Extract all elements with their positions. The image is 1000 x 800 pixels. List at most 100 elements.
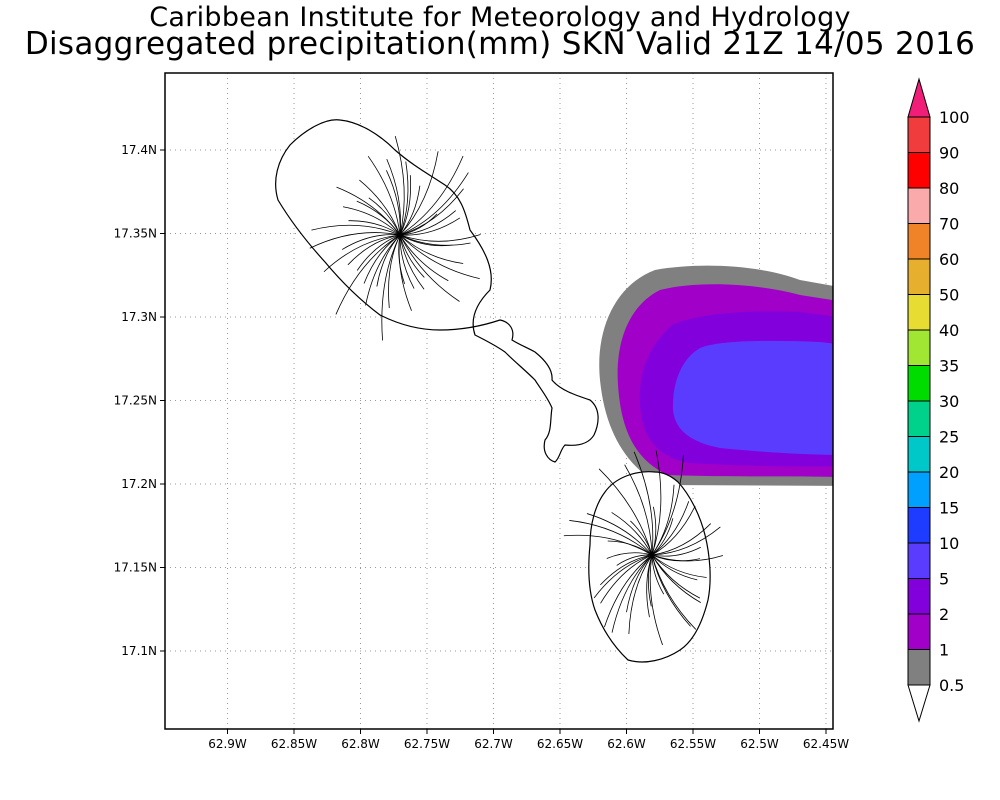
river-line	[399, 234, 480, 280]
legend-color-box	[907, 152, 931, 189]
lat-tick-label: 17.35N	[114, 227, 157, 241]
river-line	[651, 484, 675, 556]
legend-color-box	[907, 294, 931, 331]
river-line	[604, 554, 653, 628]
river-line	[651, 554, 707, 578]
legend-color-box	[907, 613, 931, 650]
lon-tick-label: 62.7W	[474, 737, 513, 751]
lat-tick-label: 17.25N	[114, 394, 157, 408]
legend-level-label: 30	[939, 392, 959, 411]
legend-under-arrow	[907, 684, 931, 723]
lat-tick-label: 17.1N	[121, 644, 157, 658]
river-line	[399, 210, 457, 236]
river-line	[586, 513, 653, 556]
river-line	[399, 234, 453, 247]
legend-level-label: 1	[939, 641, 949, 660]
river-line	[611, 554, 653, 633]
legend-color-box	[907, 507, 931, 544]
river-line	[335, 234, 401, 315]
legend-level-label: 15	[939, 499, 959, 518]
lat-tick-label: 17.3N	[121, 310, 157, 324]
river-line	[593, 554, 653, 599]
river-line	[616, 554, 653, 566]
legend-level-label: 70	[939, 215, 959, 234]
precip-area-5-10mm	[672, 340, 833, 455]
river-line	[611, 512, 653, 556]
map-product-title: Disaggregated precipitation(mm) SKN Vali…	[24, 26, 976, 62]
river-line	[309, 232, 401, 249]
lat-tick-label: 17.2N	[121, 477, 157, 491]
legend-level-label: 40	[939, 321, 959, 340]
river-line	[646, 554, 653, 618]
legend-color-box	[907, 329, 931, 366]
legend-level-label: 5	[939, 570, 949, 589]
latitude-axis: 17.4N 17.35N 17.3N 17.25N 17.2N 17.15N 17.1N	[114, 143, 165, 658]
river-line	[323, 234, 401, 273]
river-line	[651, 554, 701, 603]
legend-level-label: 80	[939, 179, 959, 198]
river-line	[651, 554, 724, 562]
lon-tick-label: 62.8W	[341, 737, 380, 751]
river-line	[394, 136, 405, 236]
river-line	[399, 234, 464, 264]
legend-color-box	[907, 223, 931, 260]
river-line	[356, 200, 401, 236]
river-line	[651, 554, 698, 581]
river-line	[624, 464, 653, 556]
legend-level-label: 2	[939, 605, 949, 624]
lon-tick-label: 62.5W	[740, 737, 779, 751]
lon-tick-label: 62.9W	[208, 737, 247, 751]
river-line	[606, 552, 653, 559]
river-line	[399, 234, 460, 302]
river-line	[342, 206, 401, 236]
island-nevis	[563, 450, 724, 663]
river-line	[399, 234, 449, 282]
legend-color-box	[907, 365, 931, 402]
river-line	[651, 554, 665, 595]
river-line	[311, 224, 401, 236]
river-line	[399, 234, 425, 290]
lon-tick-label: 62.6W	[607, 737, 646, 751]
river-line	[348, 220, 401, 236]
river-line	[359, 179, 401, 236]
lon-tick-label: 62.65W	[537, 737, 583, 751]
legend-color-box	[907, 649, 931, 686]
river-line	[399, 234, 471, 246]
river-line	[649, 554, 663, 646]
river-line	[651, 546, 701, 557]
river-line	[399, 155, 464, 236]
river-line	[347, 234, 401, 266]
island-st-kitts	[275, 119, 599, 463]
longitude-axis: 62.9W 62.85W 62.8W 62.75W 62.7W 62.65W 62.6W 62…	[208, 729, 849, 751]
river-line	[399, 188, 464, 236]
legend-color-box	[907, 258, 931, 295]
river-line	[388, 234, 401, 309]
legend-level-label: 60	[939, 250, 959, 269]
river-line	[600, 554, 653, 586]
river-line	[651, 554, 691, 627]
legend-color-box	[907, 187, 931, 224]
river-line	[399, 213, 438, 236]
map-institute-title: Caribbean Institute for Meteorology and …	[149, 2, 851, 33]
river-line	[365, 234, 401, 306]
river-line	[386, 158, 401, 236]
river-line	[399, 172, 469, 236]
river-line	[341, 234, 401, 250]
river-line	[399, 161, 409, 236]
river-line	[399, 234, 481, 242]
river-line	[569, 520, 653, 556]
legend-level-label: 25	[939, 428, 959, 447]
river-line	[399, 217, 461, 236]
river-line	[367, 155, 401, 236]
river-line	[399, 234, 415, 289]
river-line	[633, 451, 654, 556]
legend-level-label: 35	[939, 357, 959, 376]
river-line	[651, 450, 662, 556]
river-line	[399, 151, 439, 236]
river-line	[628, 554, 653, 634]
river-line	[399, 175, 412, 236]
legend-color-box	[907, 436, 931, 473]
legend-level-label: 0.5	[939, 676, 964, 695]
